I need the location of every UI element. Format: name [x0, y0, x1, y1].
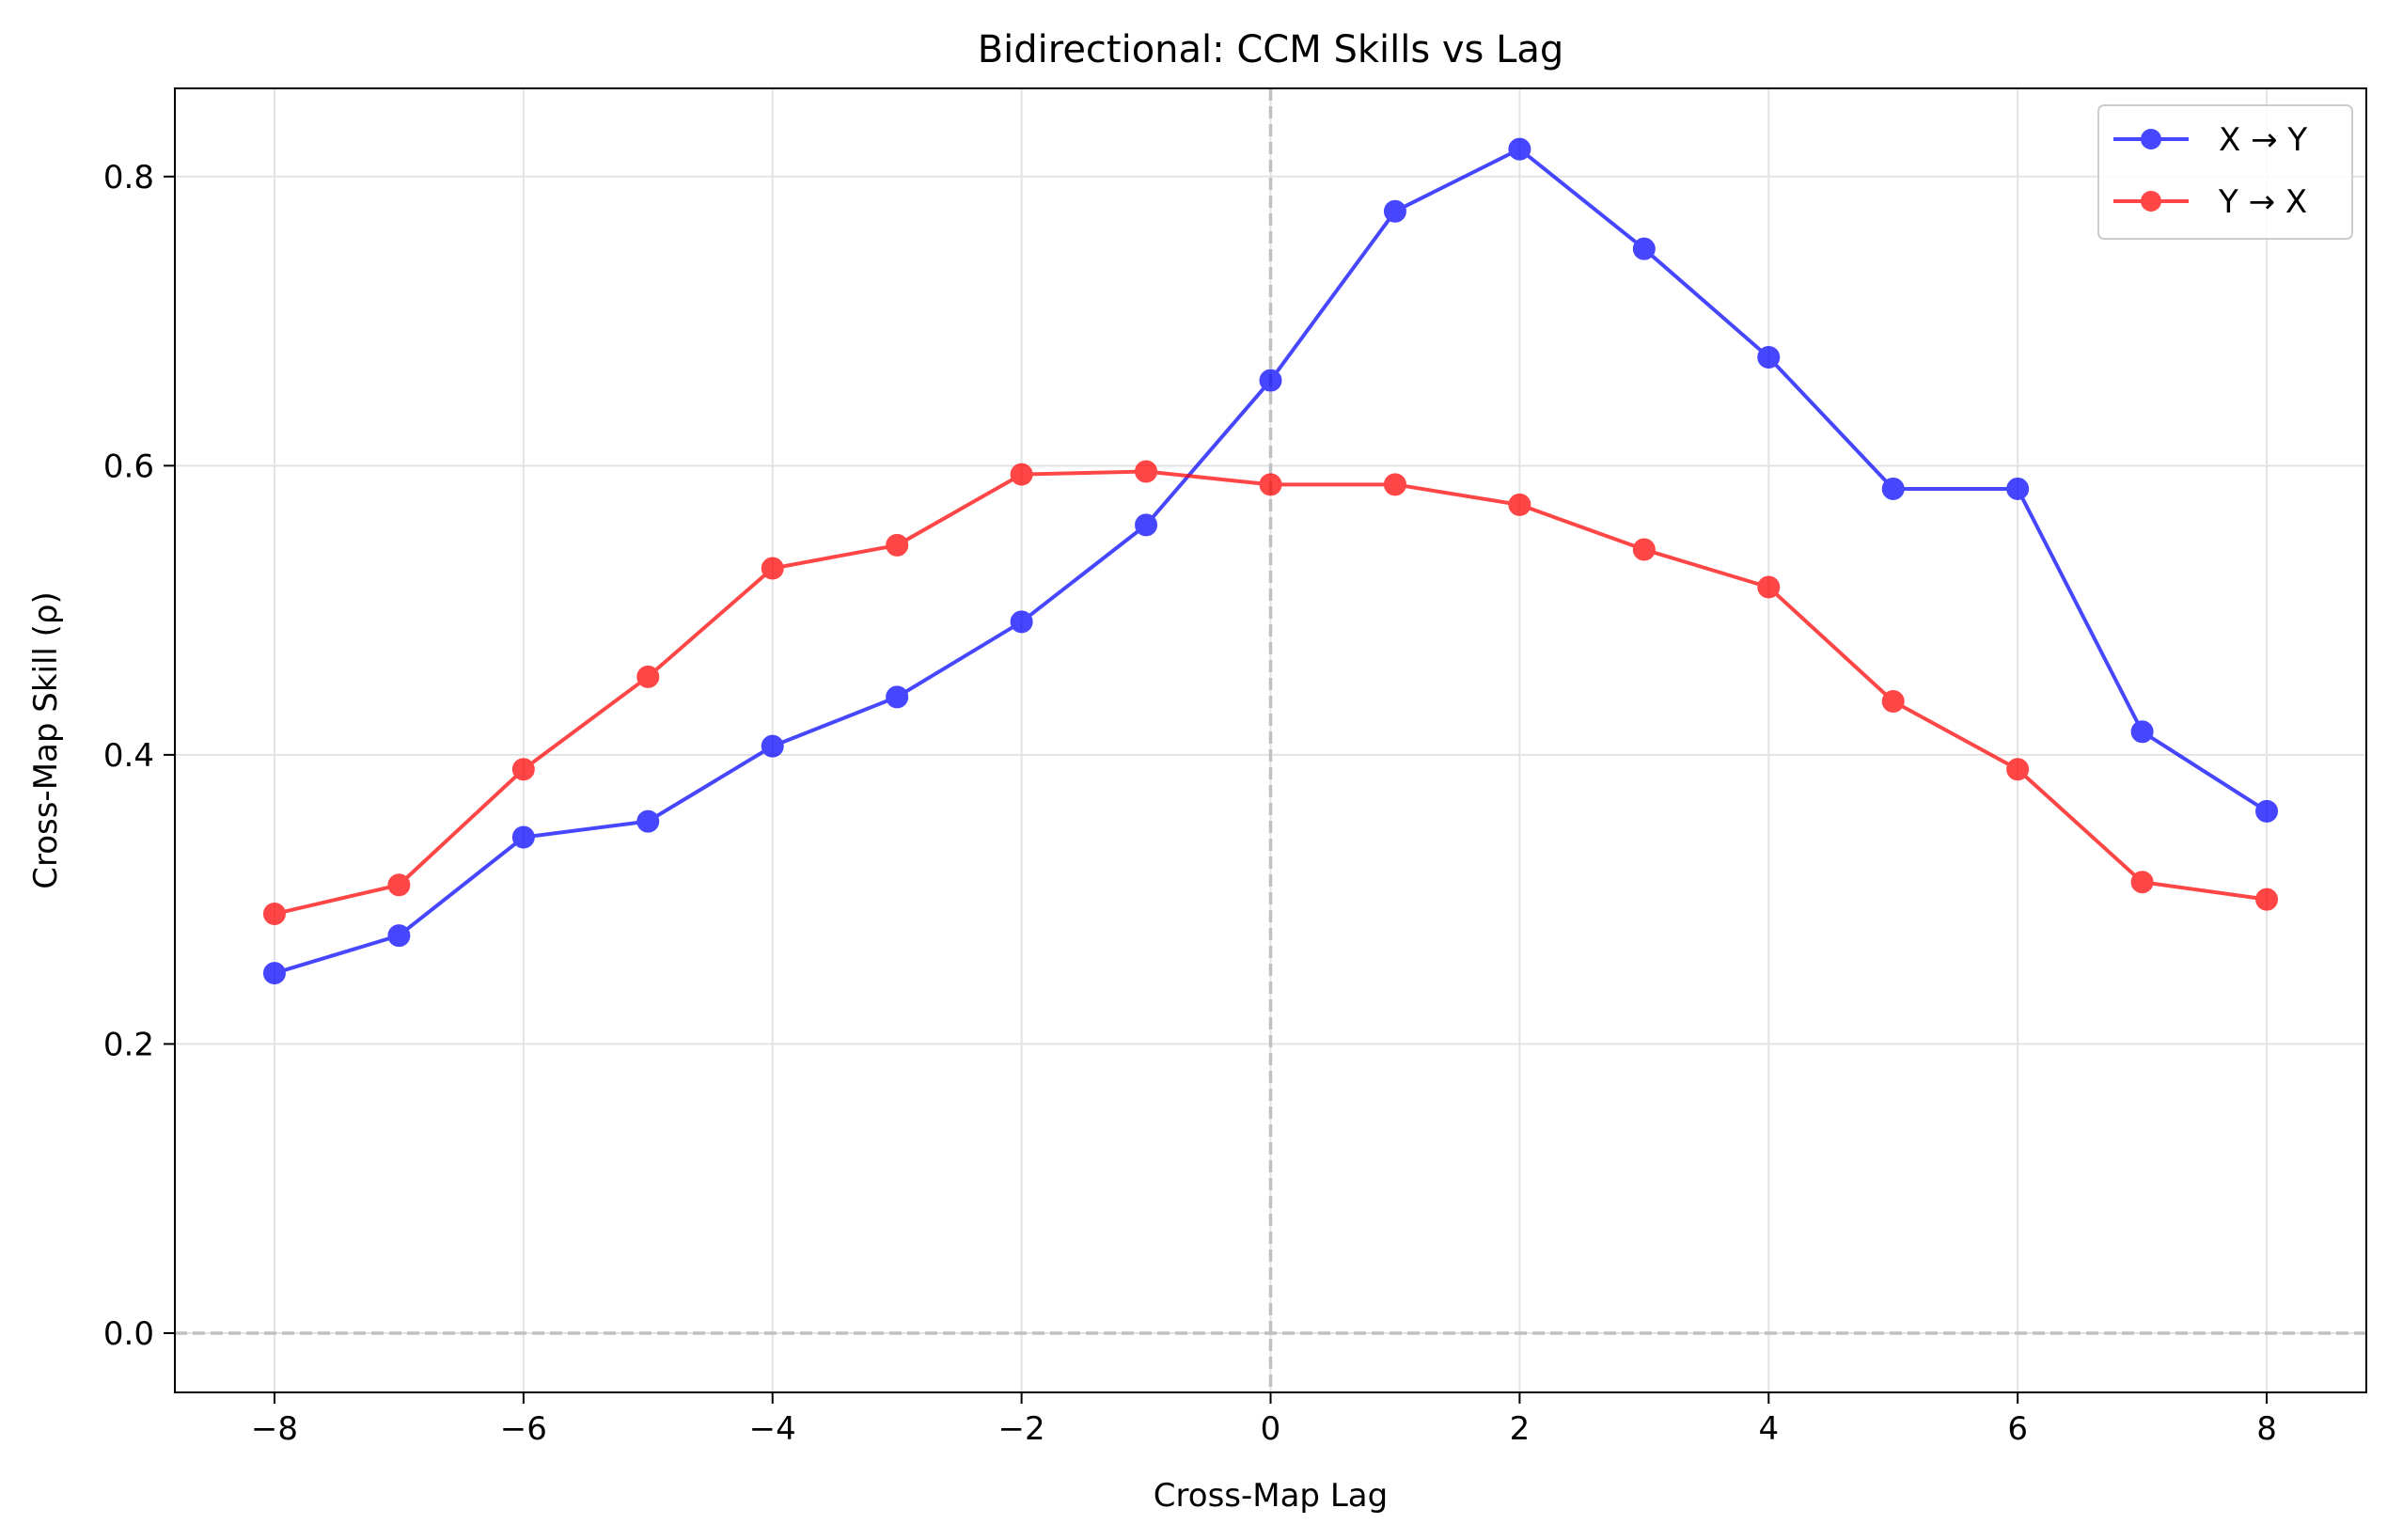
data-point: [1757, 575, 1781, 599]
legend-item: Y → X: [2113, 183, 2307, 221]
series-y-to-x: [262, 460, 2279, 926]
y-axis: 0.0 0.2 0.4 0.6 0.8: [103, 159, 175, 1353]
data-point: [1881, 477, 1905, 500]
data-point: [1383, 199, 1406, 223]
x-tick-label: 8: [2256, 1410, 2277, 1448]
y-tick-label: 0.0: [103, 1315, 154, 1353]
data-point: [1010, 463, 1033, 486]
y-tick-label: 0.4: [103, 737, 154, 775]
x-tick-label: −8: [251, 1410, 298, 1448]
data-point: [761, 734, 784, 758]
x-tick-label: 4: [1758, 1410, 1779, 1448]
x-axis: −8 −6 −4 −2 0 2 4 6 8: [251, 1392, 2277, 1448]
data-point: [1259, 473, 1282, 496]
data-point: [886, 533, 909, 557]
data-point: [1508, 493, 1531, 516]
data-point: [387, 873, 411, 897]
legend: X → Y Y → X: [2097, 104, 2353, 240]
x-axis-title: Cross-Map Lag: [1154, 1477, 1388, 1515]
data-point: [2006, 477, 2030, 500]
series-x-to-y: [262, 137, 2279, 985]
data-point: [886, 685, 909, 709]
data-point: [2130, 720, 2154, 744]
data-point: [1383, 473, 1406, 496]
data-point: [262, 903, 286, 926]
data-point: [1757, 346, 1781, 369]
data-point: [636, 665, 660, 688]
legend-item: X → Y: [2113, 121, 2307, 159]
legend-label: Y → X: [2218, 183, 2307, 221]
legend-marker: [2141, 129, 2161, 149]
x-tick-label: −2: [998, 1410, 1045, 1448]
data-point: [2255, 799, 2279, 823]
data-point: [2255, 888, 2279, 911]
data-point: [511, 825, 535, 849]
data-point: [2006, 758, 2030, 781]
x-tick-label: 6: [2007, 1410, 2028, 1448]
x-tick-label: 0: [1261, 1410, 1281, 1448]
chart-title: Bidirectional: CCM Skills vs Lag: [978, 28, 1564, 71]
data-point: [636, 809, 660, 833]
data-point: [2130, 871, 2154, 894]
reference-lines: [175, 88, 2366, 1392]
data-point: [1632, 237, 1656, 260]
y-tick-label: 0.2: [103, 1026, 154, 1063]
x-tick-label: 2: [1510, 1410, 1531, 1448]
data-point: [1010, 610, 1033, 634]
data-point: [761, 557, 784, 580]
data-point: [1259, 369, 1282, 392]
legend-swatch: [2113, 191, 2189, 212]
series-layer: [262, 137, 2279, 985]
data-point: [511, 758, 535, 781]
data-point: [387, 924, 411, 948]
data-point: [262, 962, 286, 985]
legend-label: X → Y: [2219, 121, 2307, 159]
legend-swatch: [2113, 129, 2189, 149]
x-tick-label: −4: [749, 1410, 796, 1448]
data-point: [1135, 513, 1158, 537]
y-tick-label: 0.8: [103, 159, 154, 196]
data-point: [1508, 137, 1531, 161]
legend-marker: [2141, 191, 2161, 212]
y-tick-label: 0.6: [103, 448, 154, 485]
x-tick-label: −6: [500, 1410, 547, 1448]
data-point: [1135, 460, 1158, 483]
data-point: [1881, 689, 1905, 713]
y-axis-title: Cross-Map Skill (ρ): [27, 591, 65, 889]
data-point: [1632, 538, 1656, 561]
